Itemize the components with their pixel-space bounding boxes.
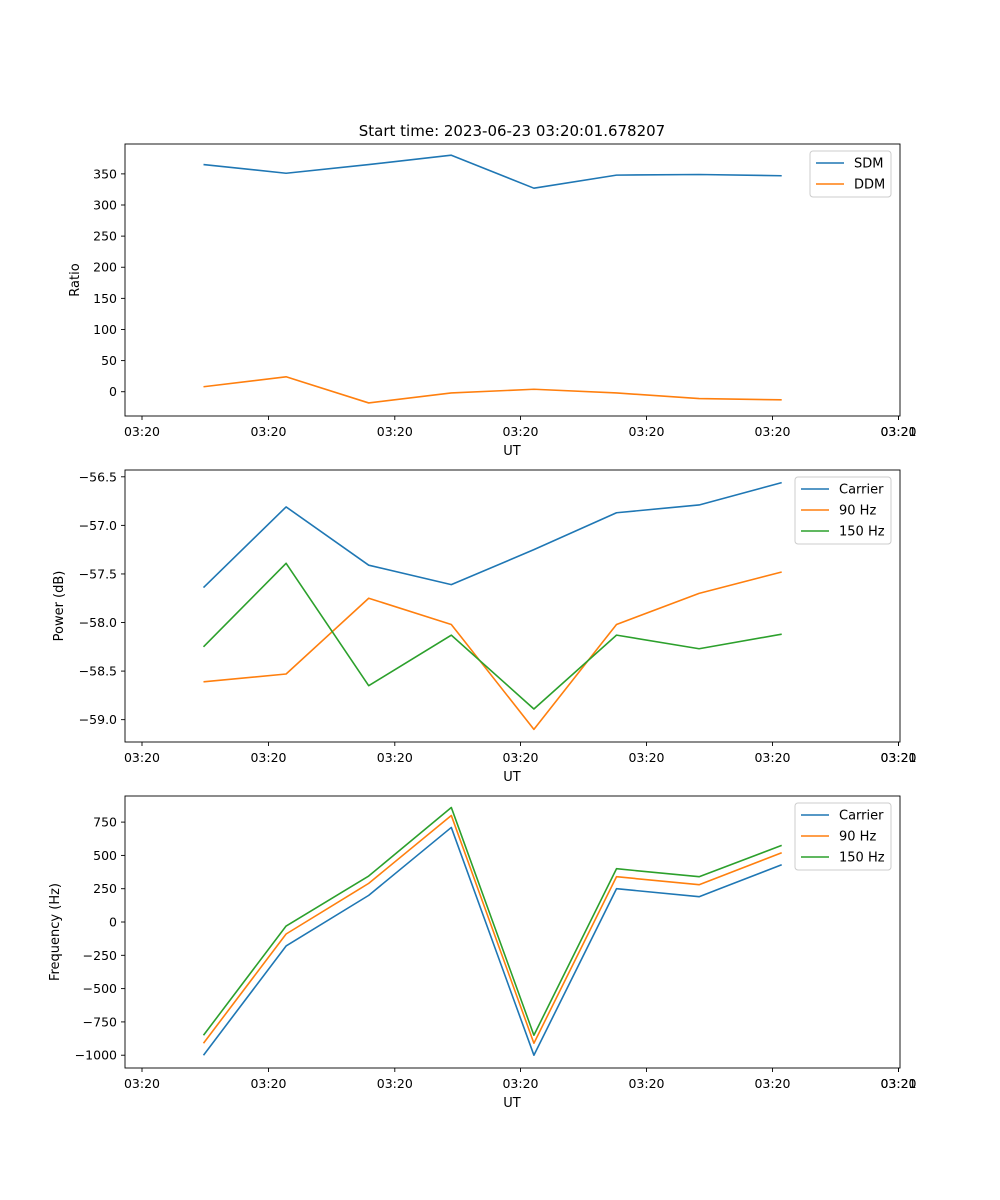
x-tick-label: 03:20 — [502, 424, 538, 439]
series-line-ddm — [203, 375, 782, 404]
x-tick-label: 03:20 — [628, 424, 664, 439]
x-axis-label: UT — [503, 444, 521, 459]
subplot-3: 03:20 03:20 03:20 03:20 03:20 03:20 03:2003:21… — [48, 795, 917, 1111]
figure-title: Start time: 2023-06-23 03:20:01.678207 — [359, 122, 665, 140]
x-tick-label: 03:20 — [250, 750, 286, 765]
y-tick-label: −57.5 — [79, 566, 117, 581]
x-tick-label: 03:20 — [250, 424, 286, 439]
x-tick-label: 03:20 — [502, 750, 538, 765]
legend-label: 90 Hz — [839, 830, 876, 845]
y-axis-label: Power (dB) — [52, 571, 67, 642]
y-tick-label: −500 — [83, 981, 117, 996]
x-tick-label: 03:20 — [880, 1076, 916, 1091]
legend-label: SDM — [854, 157, 883, 172]
axes-frame — [124, 143, 901, 417]
x-tick-label: 03:20 — [754, 424, 790, 439]
y-tick-label: −58.0 — [79, 615, 117, 630]
legend-box — [794, 802, 892, 871]
legend-label: 150 Hz — [839, 525, 885, 540]
x-tick-label: 03:20 — [880, 424, 916, 439]
series-line-carrier — [202, 826, 782, 1057]
y-tick-label: 0 — [109, 384, 117, 399]
y-axis-label: Ratio — [68, 263, 83, 296]
y-axis-label: Frequency (Hz) — [48, 883, 63, 981]
x-tick-label: 03:21 — [880, 750, 916, 765]
legend-label: 150 Hz — [839, 851, 885, 866]
y-tick-label: −56.5 — [79, 469, 117, 484]
subplot-1: 03:20 03:20 03:20 03:20 03:20 03:20 03:2003:21… — [68, 143, 917, 459]
x-tick-label: 03:20 — [628, 1076, 664, 1091]
x-tick-label: 03:20 — [502, 1076, 538, 1091]
y-tick-label: −58.5 — [79, 664, 117, 679]
y-tick-label: −57.0 — [79, 518, 117, 533]
x-tick-label: 03:20 — [880, 750, 916, 765]
y-tick-label: 300 — [93, 197, 117, 212]
legend-label: DDM — [854, 178, 885, 193]
x-tick-label: 03:20 — [124, 750, 160, 765]
y-tick-label: 0 — [109, 915, 117, 930]
y-tick-label: 100 — [93, 322, 117, 337]
y-tick-label: 350 — [93, 166, 117, 181]
series-line-90-hz — [203, 571, 782, 731]
legend: Carrier 90 Hz 150 Hz — [794, 802, 892, 871]
x-tick-label: 03:20 — [377, 424, 413, 439]
x-tick-label: 03:20 — [377, 1076, 413, 1091]
axes-frame — [124, 469, 901, 743]
y-tick-label: 750 — [93, 815, 117, 830]
y-tick-label: −750 — [83, 1014, 117, 1029]
x-tick-label: 03:20 — [250, 1076, 286, 1091]
axes-frame — [124, 795, 901, 1069]
y-tick-label: 200 — [93, 260, 117, 275]
x-axis-label: UT — [503, 1096, 521, 1111]
legend-label: Carrier — [839, 483, 884, 498]
series-line-carrier — [202, 481, 782, 589]
legend-label: Carrier — [839, 809, 884, 824]
plots-group: 03:20 03:20 03:20 03:20 03:20 03:20 03:2003:21… — [48, 143, 917, 1111]
y-tick-label: −59.0 — [79, 712, 117, 727]
legend: SDM DDM — [809, 150, 892, 198]
y-tick-label: −1000 — [75, 1048, 117, 1063]
y-tick-label: 50 — [101, 353, 117, 368]
x-tick-label: 03:21 — [880, 1076, 916, 1091]
series-line-sdm — [203, 154, 782, 189]
y-tick-label: −250 — [83, 948, 117, 963]
y-tick-label: 250 — [93, 881, 117, 896]
x-tick-label: 03:20 — [124, 424, 160, 439]
subplot-2: 03:20 03:20 03:20 03:20 03:20 03:20 03:2003:21… — [52, 469, 917, 785]
series-line-90-hz — [202, 814, 782, 1045]
x-tick-label: 03:20 — [754, 750, 790, 765]
series-line-150-hz — [202, 806, 782, 1037]
legend-label: 90 Hz — [839, 504, 876, 519]
x-tick-label: 03:20 — [754, 1076, 790, 1091]
series-line-150-hz — [202, 562, 782, 710]
legend: Carrier 90 Hz 150 Hz — [794, 476, 892, 545]
x-tick-label: 03:20 — [628, 750, 664, 765]
y-tick-label: 500 — [93, 848, 117, 863]
legend-box — [794, 476, 892, 545]
x-tick-label: 03:21 — [880, 424, 916, 439]
x-axis-label: UT — [503, 770, 521, 785]
y-tick-label: 250 — [93, 229, 117, 244]
y-tick-label: 150 — [93, 291, 117, 306]
x-tick-label: 03:20 — [377, 750, 413, 765]
x-tick-label: 03:20 — [124, 1076, 160, 1091]
